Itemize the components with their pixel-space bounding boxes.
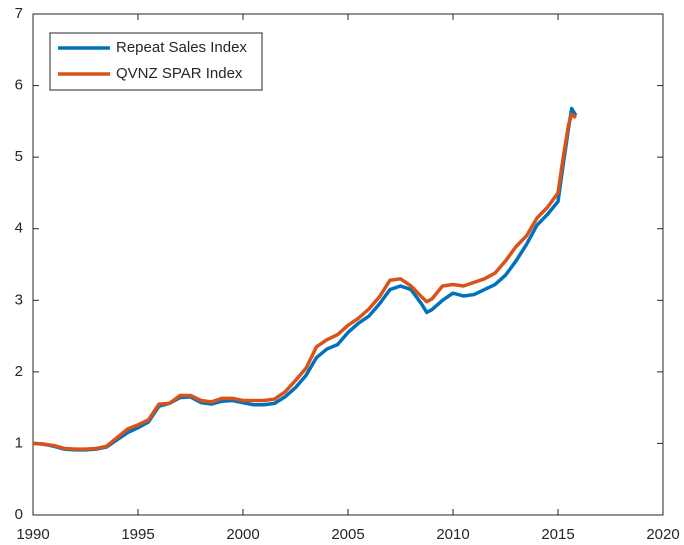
plot-frame [32, 13, 664, 516]
legend-label: Repeat Sales Index [116, 39, 247, 56]
y-tick-label: 7 [15, 5, 23, 22]
series-line [32, 112, 577, 451]
legend-box [49, 32, 263, 91]
y-tick-label: 2 [15, 363, 23, 380]
x-tick-label: 1990 [16, 526, 49, 543]
x-tick-label: 2005 [331, 526, 364, 543]
y-tick-label: 3 [15, 291, 23, 308]
x-tick-label: 2015 [541, 526, 574, 543]
y-tick-label: 5 [15, 148, 23, 165]
y-tick-label: 4 [15, 220, 23, 237]
x-tick-label: 2010 [436, 526, 469, 543]
x-tick-label: 2020 [646, 526, 679, 543]
legend-label: QVNZ SPAR Index [116, 65, 243, 82]
series-line [32, 106, 578, 452]
y-tick-label: 1 [15, 434, 23, 451]
x-tick-label: 2000 [226, 526, 259, 543]
y-tick-label: 0 [15, 506, 23, 523]
y-tick-label: 6 [15, 77, 23, 94]
x-tick-label: 1995 [121, 526, 154, 543]
